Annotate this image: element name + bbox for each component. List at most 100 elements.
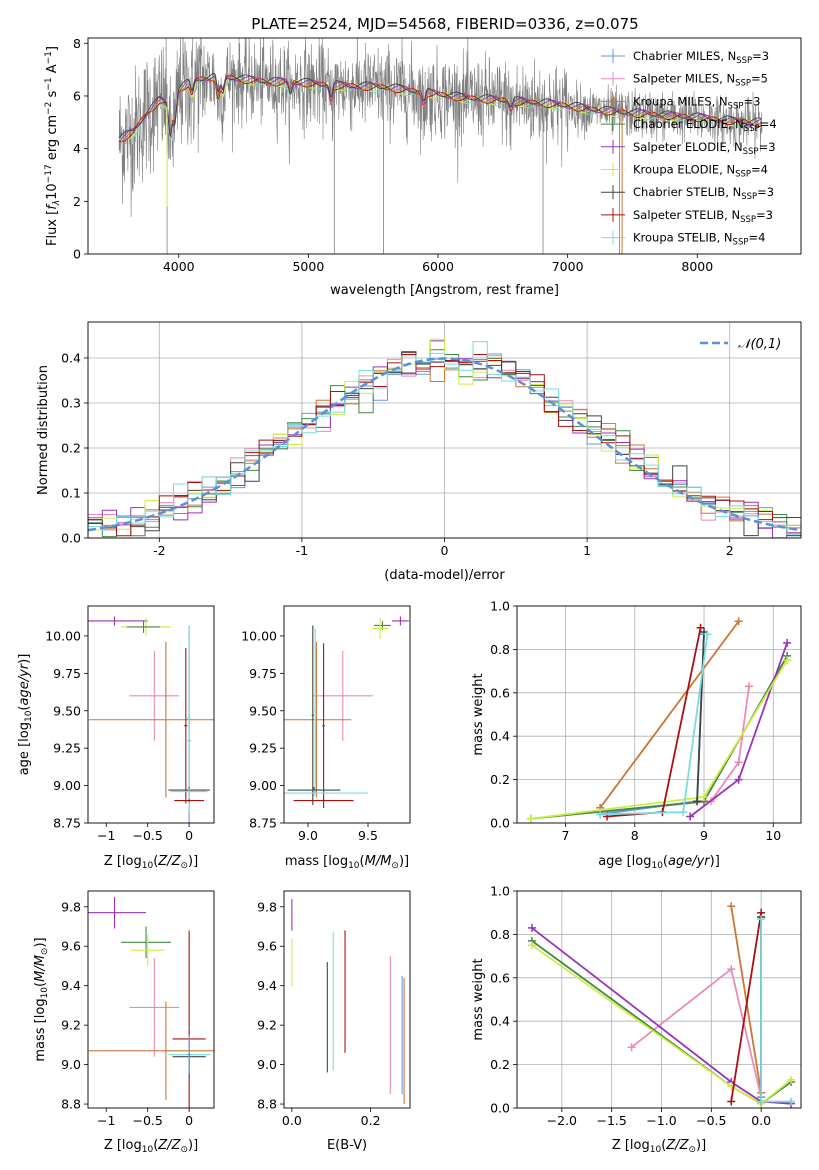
y-tick-label: 0.0 [61,531,81,546]
y-tick-label: 8.8 [61,1097,81,1112]
legend-label: Salpeter ELODIE, NSSP=3 [633,140,776,157]
panel-mass_vs_ebv: 0.0 0.2 8.8 9.0 9.2 9.4 9.6 9.8 E(B-V) [257,890,411,1153]
y-tick-label: 8.8 [257,1097,277,1112]
axes-frame [516,890,802,1109]
series-marker [727,902,736,911]
x-tick-label: 5000 [292,259,324,274]
series-marker [745,682,754,691]
series-salpeter_elodie [531,927,792,1105]
legend-label: Salpeter MILES, NSSP=5 [633,72,768,89]
series-marker [734,758,743,767]
x-tick-label: 0.0 [282,1113,302,1128]
y-tick-label: 9.0 [61,1057,81,1072]
x-tick-label: 0 [185,1113,193,1128]
x-tick-label: −0.5 [696,1113,726,1128]
y-axis-label: mass weight [471,673,486,755]
y-tick-label: 9.75 [249,666,277,681]
histogram-kroupa_stelib [88,341,801,538]
y-tick-label: 0.0 [490,1101,510,1116]
legend-label: Chabrier STELIB, NSSP=3 [633,185,774,202]
axes-frame [283,890,411,1109]
y-tick-label: 10.00 [45,628,81,643]
y-tick-label: 0.4 [490,1014,510,1029]
y-tick-label: 9.25 [249,741,277,756]
y-tick-label: 9.4 [257,978,277,993]
series-chabrier_stelib [696,631,705,802]
series-marker [734,617,743,626]
errorbars [88,616,214,823]
series-marker [757,915,766,924]
y-tick-label: 2 [73,194,81,209]
panel-residuals: -2 -1 0 1 2 0.0 0.1 0.2 0.3 0.4 𝒩(0,1) (data-model)… [36,321,802,583]
series-marker [596,810,605,819]
x-tick-label: 9.5 [358,828,378,843]
mass-weight-lines [527,902,796,1108]
y-tick-label: 0.0 [490,816,510,831]
y-tick-label: 9.2 [61,1018,81,1033]
series-marker [627,1043,636,1052]
axes-frame [516,605,802,824]
y-tick-label: 10.00 [241,628,277,643]
y-tick-label: 9.75 [53,666,81,681]
series-salpeter_stelib [730,912,762,1102]
y-tick-label: 0.4 [490,729,510,744]
x-tick-label: -1 [296,543,308,558]
mass-weight-lines [526,617,792,823]
series-marker [783,638,792,647]
series-kroupa_miles [599,620,740,809]
errorbars [284,616,409,809]
y-axis-label: Flux [fλ10−17 erg cm−2 s−1 A−1] [44,46,62,246]
y-tick-label: 0.3 [61,396,81,411]
axis-label: mass [log10(M/M⊙)] [33,937,50,1061]
x-tick-label: 4000 [163,259,195,274]
y-tick-label: 8 [73,36,81,51]
series-marker [696,623,705,632]
panel-mass_weight_vs_age: 7 8 9 10 0.0 0.2 0.4 0.6 0.8 1.0 mass weight age [l… [471,599,802,871]
x-tick-label: −1.0 [646,1113,676,1128]
y-tick-label: 0.4 [61,351,81,366]
x-tick-label: −1.5 [596,1113,626,1128]
spectrum-data [118,38,763,254]
y-tick-label: 0.2 [61,441,81,456]
axis-label: mass [log10(M/M⊙)] [285,854,409,871]
x-tick-label: −0.5 [133,1113,163,1128]
axes-frame [283,605,411,824]
x-tick-label: 10 [765,828,781,843]
errorbars [291,898,405,1105]
spectrum-legend: Chabrier MILES, NSSP=3 Salpeter MILES, NS… [601,49,777,248]
series-chabrier_elodie [530,655,788,820]
series-marker [686,812,695,821]
y-tick-label: 6 [73,88,81,103]
legend-label: Chabrier ELODIE, NSSP=4 [633,117,777,134]
x-axis-label: (data-model)/error [384,568,505,583]
errorbars [88,896,214,1108]
series-marker [693,797,702,806]
x-tick-label: 7000 [552,259,584,274]
y-tick-label: 0.6 [490,970,510,985]
legend-label: Kroupa MILES, NSSP=3 [633,94,760,111]
histograms [88,338,801,538]
normal-curve [88,357,801,532]
panel-mass_weight_vs_Z: −2.0 −1.5 −1.0 −0.5 0.0 0.0 0.2 0.4 0.6 0.8 1.0 mas… [471,884,802,1155]
x-tick-label: 9.0 [298,828,318,843]
series-marker [783,656,792,665]
figure-title: PLATE=2524, MJD=54568, FIBERID=0336, z=0… [251,15,638,33]
axis-label: age [log10(age/yr)] [17,654,34,776]
y-tick-label: 9.8 [257,899,277,914]
series-salpeter_elodie [689,642,788,818]
x-tick-label: −1 [97,1113,115,1128]
y-tick-label: 0.8 [490,927,510,942]
y-tick-label: 1.0 [490,599,510,614]
y-tick-label: 4 [73,141,81,156]
series-marker [679,808,688,817]
series-kroupa_elodie [531,944,792,1105]
x-tick-label: -2 [153,543,165,558]
x-tick-label: 7 [562,828,570,843]
x-tick-label: 6000 [422,259,454,274]
axes-frame [87,321,802,539]
y-tick-label: 9.6 [61,939,81,954]
axes-frame [87,605,215,824]
y-axis-label: Normed distribution [36,365,51,495]
legend-label: Salpeter STELIB, NSSP=3 [633,208,773,225]
